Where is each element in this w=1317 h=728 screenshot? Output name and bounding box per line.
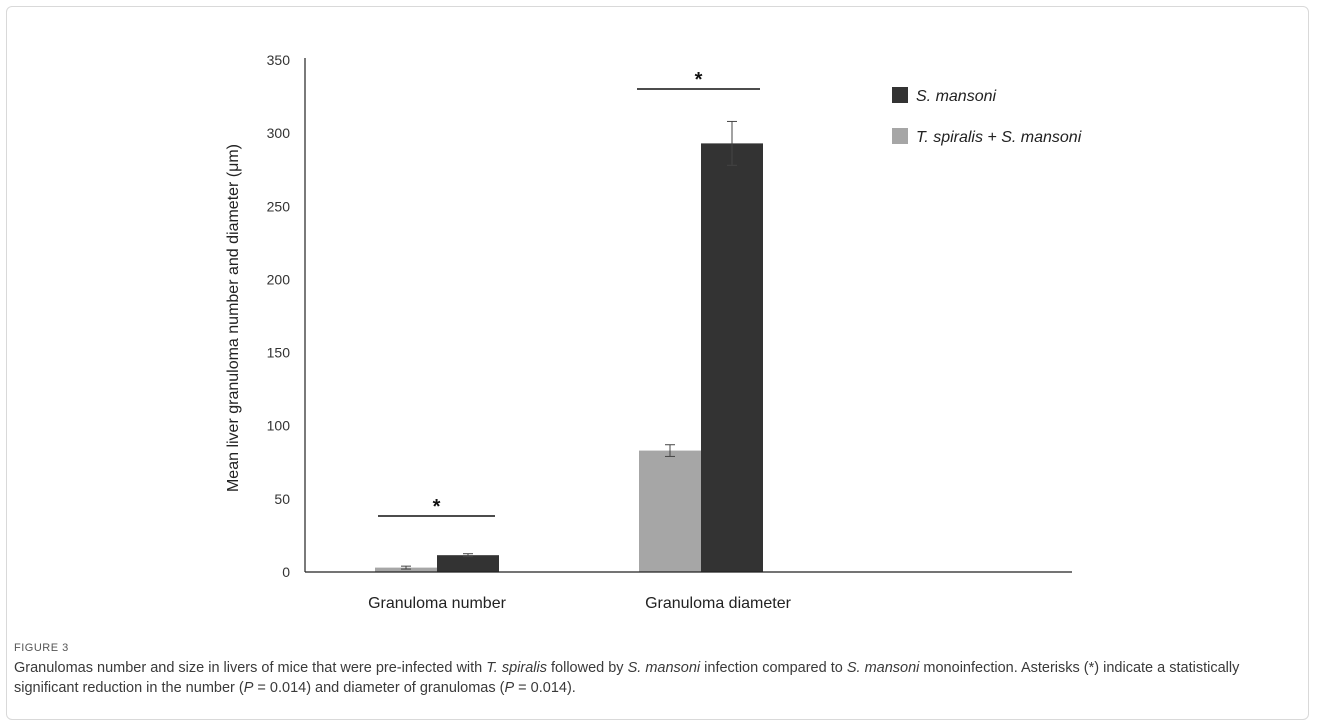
y-tick-label: 50 (274, 491, 290, 507)
bars (375, 120, 763, 572)
caption-italic-run: P (504, 680, 515, 696)
y-tick-label: 0 (282, 564, 290, 580)
y-tick-label: 250 (267, 198, 291, 214)
significance-markers: ** (378, 69, 760, 518)
x-axis: Granuloma number Granuloma diameter (305, 571, 1072, 612)
caption-text: Granulomas number and size in livers of … (14, 658, 1304, 698)
significance-star: * (695, 69, 703, 91)
legend-label: S. mansoni (916, 88, 996, 105)
caption-italic-run: P (243, 680, 254, 696)
y-axis: 0 50 100 150 200 250 300 350 (267, 52, 306, 580)
x-category-label: Granuloma number (368, 595, 507, 612)
y-tick-label: 200 (267, 271, 291, 287)
y-tick-label: 100 (267, 418, 291, 434)
bar-1-0 (639, 450, 701, 572)
significance-star: * (433, 496, 441, 518)
bar-0-0 (375, 567, 437, 572)
caption-run: followed by (546, 660, 628, 676)
caption-italic-run: T. spiralis (486, 660, 547, 676)
y-axis-label: Mean liver granuloma number and diameter… (225, 144, 242, 492)
legend-swatch (892, 87, 908, 103)
bar-0-1 (437, 555, 499, 572)
caption-run: infection compared to (700, 660, 847, 676)
caption-run: Granulomas number and size in livers of … (14, 660, 487, 676)
figure-label: FIGURE 3 (14, 642, 69, 654)
y-tick-label: 150 (267, 345, 291, 361)
legend-swatch (892, 128, 908, 144)
y-tick-label: 300 (267, 125, 291, 141)
figure-frame (6, 6, 1309, 720)
caption-italic-run: S. mansoni (627, 660, 701, 676)
legend: S. mansoni T. spiralis + S. mansoni (892, 87, 1082, 146)
caption-run: = 0.014). (514, 680, 576, 696)
caption-italic-run: S. mansoni (846, 660, 920, 676)
legend-label: T. spiralis + S. mansoni (916, 129, 1082, 146)
y-tick-label: 350 (267, 52, 291, 68)
caption-run: monoinfection. Asterisks (*) indicate a … (14, 660, 1240, 696)
x-category-label: Granuloma diameter (645, 595, 792, 612)
bar-1-1 (701, 143, 763, 572)
caption-run: = 0.014) and diameter of granulomas ( (253, 680, 505, 696)
figure-caption: FIGURE 3 Granulomas number and size in l… (14, 642, 1304, 698)
